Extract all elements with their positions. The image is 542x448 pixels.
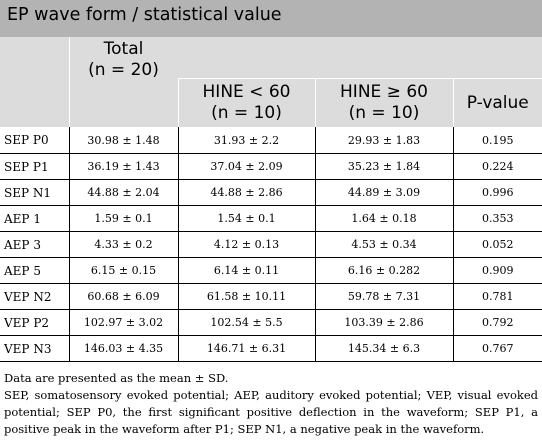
- cell-p-value: 0.781: [452, 283, 542, 310]
- row-label: SEP P0: [0, 127, 69, 154]
- cell-total: 6.15 ± 0.15: [68, 257, 178, 284]
- cell-p-value: 0.909: [452, 257, 542, 284]
- table-row: SEP N1 44.88 ± 2.04 44.88 ± 2.86 44.89 ± 3.…: [0, 179, 542, 206]
- table-row: VEP N3 146.03 ± 4.35 146.71 ± 6.31 145.34 ±…: [0, 335, 542, 362]
- row-label: AEP 5: [0, 257, 69, 284]
- row-label: AEP 1: [0, 205, 69, 232]
- table-row: VEP P2 102.97 ± 3.02 102.54 ± 5.5 103.39 ± …: [0, 309, 542, 336]
- header-blank-cell: [0, 37, 69, 127]
- cell-hine-ge-60: 35.23 ± 1.84: [314, 153, 453, 180]
- data-table: Total (n = 20) HINE < 60 (n = 10) HINE ≥…: [0, 37, 542, 362]
- cell-hine-lt-60: 61.58 ± 10.11: [177, 283, 315, 310]
- header-group-blank: [178, 37, 542, 79]
- header-group2: HINE ≥ 60 (n = 10): [314, 78, 453, 127]
- cell-hine-lt-60: 4.12 ± 0.13: [177, 231, 315, 258]
- row-label: VEP N3: [0, 335, 69, 362]
- cell-total: 1.59 ± 0.1: [68, 205, 178, 232]
- cell-hine-ge-60: 1.64 ± 0.18: [314, 205, 453, 232]
- table-footnotes: Data are presented as the mean ± SD. SEP…: [4, 370, 538, 438]
- row-label: SEP N1: [0, 179, 69, 206]
- cell-p-value: 0.353: [452, 205, 542, 232]
- cell-hine-lt-60: 37.04 ± 2.09: [177, 153, 315, 180]
- table-row: AEP 5 6.15 ± 0.15 6.14 ± 0.11 6.16 ± 0.282 0…: [0, 257, 542, 284]
- cell-p-value: 0.996: [452, 179, 542, 206]
- table-body: SEP P0 30.98 ± 1.48 31.93 ± 2.2 29.93 ± 1.8…: [0, 127, 542, 362]
- cell-hine-ge-60: 59.78 ± 7.31: [314, 283, 453, 310]
- cell-hine-ge-60: 6.16 ± 0.282: [314, 257, 453, 284]
- header-group1-label: HINE < 60: [202, 82, 291, 102]
- row-label: AEP 3: [0, 231, 69, 258]
- cell-p-value: 0.224: [452, 153, 542, 180]
- header-total-n: (n = 20): [88, 60, 159, 80]
- footnote-abbreviations: SEP, somatosensory evoked potential; AEP…: [4, 388, 538, 436]
- cell-hine-lt-60: 44.88 ± 2.86: [177, 179, 315, 206]
- cell-hine-ge-60: 29.93 ± 1.83: [314, 127, 453, 154]
- footnote-sd: Data are presented as the mean ± SD.: [4, 371, 229, 385]
- table-row: VEP N2 60.68 ± 6.09 61.58 ± 10.11 59.78 ± 7…: [0, 283, 542, 310]
- cell-hine-ge-60: 44.89 ± 3.09: [314, 179, 453, 206]
- cell-hine-lt-60: 1.54 ± 0.1: [177, 205, 315, 232]
- cell-total: 146.03 ± 4.35: [68, 335, 178, 362]
- row-label: VEP P2: [0, 309, 69, 336]
- cell-total: 44.88 ± 2.04: [68, 179, 178, 206]
- table-header: Total (n = 20) HINE < 60 (n = 10) HINE ≥…: [0, 37, 542, 127]
- cell-hine-lt-60: 31.93 ± 2.2: [177, 127, 315, 154]
- header-group2-n: (n = 10): [348, 103, 420, 123]
- table-row: AEP 1 1.59 ± 0.1 1.54 ± 0.1 1.64 ± 0.18 0.35…: [0, 205, 542, 232]
- cell-total: 30.98 ± 1.48: [68, 127, 178, 154]
- header-total-label: Total: [103, 39, 144, 59]
- row-label: VEP N2: [0, 283, 69, 310]
- header-group2-label: HINE ≥ 60: [340, 82, 428, 102]
- cell-p-value: 0.195: [452, 127, 542, 154]
- cell-hine-ge-60: 103.39 ± 2.86: [314, 309, 453, 336]
- cell-p-value: 0.792: [452, 309, 542, 336]
- cell-hine-lt-60: 6.14 ± 0.11: [177, 257, 315, 284]
- header-pvalue: P-value: [452, 78, 542, 127]
- cell-hine-lt-60: 146.71 ± 6.31: [177, 335, 315, 362]
- header-group1-n: (n = 10): [211, 103, 282, 123]
- cell-total: 60.68 ± 6.09: [68, 283, 178, 310]
- table-title: EP wave form / statistical value: [0, 0, 542, 37]
- cell-hine-lt-60: 102.54 ± 5.5: [177, 309, 315, 336]
- cell-hine-ge-60: 145.34 ± 6.3: [314, 335, 453, 362]
- table-row: SEP P0 30.98 ± 1.48 31.93 ± 2.2 29.93 ± 1.8…: [0, 127, 542, 154]
- cell-p-value: 0.767: [452, 335, 542, 362]
- header-total: Total (n = 20): [68, 37, 178, 127]
- table-row: AEP 3 4.33 ± 0.2 4.12 ± 0.13 4.53 ± 0.34 0.0…: [0, 231, 542, 258]
- cell-total: 4.33 ± 0.2: [68, 231, 178, 258]
- table-row: SEP P1 36.19 ± 1.43 37.04 ± 2.09 35.23 ± 1.…: [0, 153, 542, 180]
- cell-total: 102.97 ± 3.02: [68, 309, 178, 336]
- cell-p-value: 0.052: [452, 231, 542, 258]
- cell-total: 36.19 ± 1.43: [68, 153, 178, 180]
- row-label: SEP P1: [0, 153, 69, 180]
- header-group1: HINE < 60 (n = 10): [177, 78, 315, 127]
- cell-hine-ge-60: 4.53 ± 0.34: [314, 231, 453, 258]
